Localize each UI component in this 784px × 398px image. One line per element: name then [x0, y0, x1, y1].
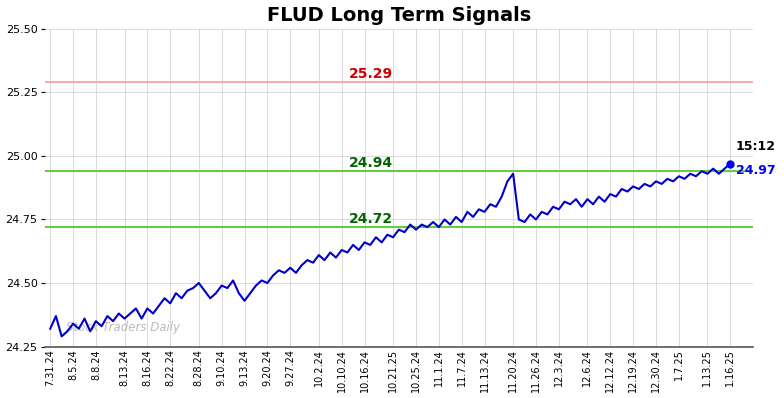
Text: 24.94: 24.94 [349, 156, 394, 170]
Text: Stock Traders Daily: Stock Traders Daily [66, 321, 180, 334]
Text: 24.72: 24.72 [349, 212, 394, 226]
Text: 25.29: 25.29 [349, 67, 394, 81]
Text: 24.97: 24.97 [736, 164, 775, 177]
Text: 15:12: 15:12 [736, 140, 776, 153]
Title: FLUD Long Term Signals: FLUD Long Term Signals [267, 6, 531, 25]
